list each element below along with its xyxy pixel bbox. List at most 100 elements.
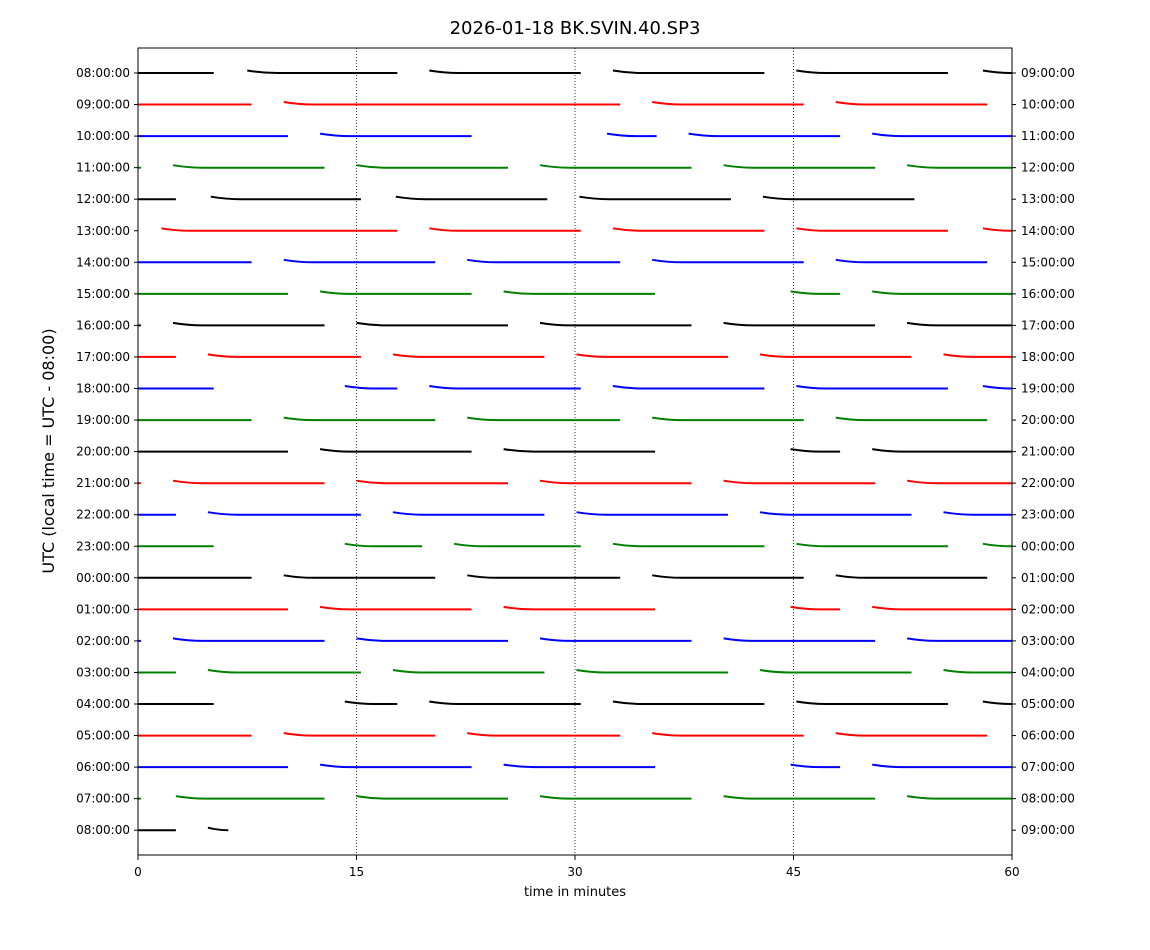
right-y-tick-label: 06:00:00 xyxy=(1021,729,1075,743)
trace-segment xyxy=(539,637,692,642)
trace-segment xyxy=(872,763,1012,769)
left-y-tick-label: 08:00:00 xyxy=(76,66,130,80)
trace-segment xyxy=(652,732,804,737)
trace-segment xyxy=(790,448,841,453)
trace-segment xyxy=(175,795,325,800)
trace-segment xyxy=(943,353,1012,358)
right-y-tick-label: 09:00:00 xyxy=(1021,66,1075,80)
trace-segment xyxy=(906,637,1012,642)
right-y-tick-label: 05:00:00 xyxy=(1021,697,1075,711)
trace-segment xyxy=(906,321,1012,327)
trace-segment xyxy=(344,700,398,705)
left-y-tick-label: 09:00:00 xyxy=(76,98,130,112)
trace-segment xyxy=(652,101,804,106)
trace-segment xyxy=(392,511,545,516)
trace-segment xyxy=(790,290,841,295)
trace-segment xyxy=(723,164,876,169)
trace-segment xyxy=(210,195,361,201)
right-y-tick-label: 18:00:00 xyxy=(1021,350,1075,364)
trace-segment xyxy=(796,385,948,390)
trace-segment xyxy=(723,479,876,485)
trace-segment xyxy=(356,795,508,800)
right-y-tick-label: 03:00:00 xyxy=(1021,634,1075,648)
trace-segment xyxy=(790,605,841,611)
trace-segment xyxy=(172,321,325,327)
trace-segment xyxy=(576,511,728,516)
right-y-tick-label: 01:00:00 xyxy=(1021,571,1075,585)
right-y-tick-label: 11:00:00 xyxy=(1021,129,1075,143)
trace-segment xyxy=(392,353,545,358)
right-y-tick-label: 02:00:00 xyxy=(1021,602,1075,616)
right-y-tick-label: 20:00:00 xyxy=(1021,413,1075,427)
right-y-tick-label: 12:00:00 xyxy=(1021,161,1075,175)
trace-segment xyxy=(539,795,692,800)
right-y-tick-label: 00:00:00 xyxy=(1021,539,1075,553)
right-y-tick-label: 14:00:00 xyxy=(1021,224,1075,238)
trace-segment xyxy=(467,258,621,264)
trace-segment xyxy=(835,416,988,422)
chart-title: 2026-01-18 BK.SVIN.40.SP3 xyxy=(450,18,701,39)
trace-segment xyxy=(612,542,765,548)
trace-segment xyxy=(943,511,1012,516)
left-y-tick-label: 20:00:00 xyxy=(76,445,130,459)
trace-segment xyxy=(539,321,692,327)
trace-segment xyxy=(688,132,841,138)
trace-segment xyxy=(576,353,728,358)
trace-segment xyxy=(612,69,765,74)
trace-segment xyxy=(319,605,472,611)
trace-segment xyxy=(790,763,841,769)
trace-segment xyxy=(356,479,508,485)
trace-segment xyxy=(982,700,1013,705)
trace-segment xyxy=(723,637,876,642)
trace-segment xyxy=(796,542,948,548)
x-tick-label: 0 xyxy=(134,865,142,879)
trace-segment xyxy=(906,164,1012,169)
trace-segment xyxy=(906,479,1012,485)
right-y-tick-label: 15:00:00 xyxy=(1021,255,1075,269)
y-axis-label: UTC (local time = UTC - 08:00) xyxy=(39,328,58,573)
trace-segment xyxy=(247,69,398,74)
left-y-tick-label: 19:00:00 xyxy=(76,413,130,427)
trace-segment xyxy=(612,700,765,705)
left-y-tick-label: 16:00:00 xyxy=(76,318,130,332)
trace-segment xyxy=(283,101,621,106)
trace-segment xyxy=(356,637,508,642)
trace-segment xyxy=(356,321,508,327)
left-y-axis: 08:00:00 09:00:00 10:00:00 11:00:00 12:00:00… xyxy=(76,66,138,837)
trace-segment xyxy=(319,290,472,295)
trace-segment xyxy=(172,164,325,169)
left-y-tick-label: 08:00:00 xyxy=(76,823,130,837)
trace-segment xyxy=(207,511,361,516)
trace-segment xyxy=(172,637,325,642)
x-tick-label: 60 xyxy=(1004,865,1019,879)
trace-segment xyxy=(835,732,988,737)
trace-segment xyxy=(835,101,988,106)
trace-segment xyxy=(759,511,912,516)
x-axis: 0 15 30 45 60 xyxy=(134,855,1020,879)
trace-segment xyxy=(283,258,436,264)
left-y-tick-label: 18:00:00 xyxy=(76,382,130,396)
trace-segment xyxy=(723,321,876,327)
left-y-tick-label: 15:00:00 xyxy=(76,287,130,301)
left-y-tick-label: 00:00:00 xyxy=(76,571,130,585)
gridlines xyxy=(356,48,794,855)
trace-segment xyxy=(612,385,765,390)
trace-segment xyxy=(982,385,1013,390)
trace-segment xyxy=(906,795,1012,800)
trace-rows xyxy=(137,69,1013,832)
trace-segment xyxy=(612,227,765,232)
left-y-tick-label: 04:00:00 xyxy=(76,697,130,711)
trace-segment xyxy=(579,195,731,201)
trace-segment xyxy=(395,195,548,201)
trace-segment xyxy=(392,669,545,674)
trace-segment xyxy=(872,448,1012,453)
trace-segment xyxy=(652,258,804,264)
trace-segment xyxy=(503,290,656,295)
right-y-tick-label: 08:00:00 xyxy=(1021,792,1075,806)
trace-segment xyxy=(161,227,398,232)
trace-segment xyxy=(453,542,581,548)
trace-segment xyxy=(872,132,1012,138)
trace-segment xyxy=(943,669,1012,674)
right-y-tick-label: 10:00:00 xyxy=(1021,98,1075,112)
